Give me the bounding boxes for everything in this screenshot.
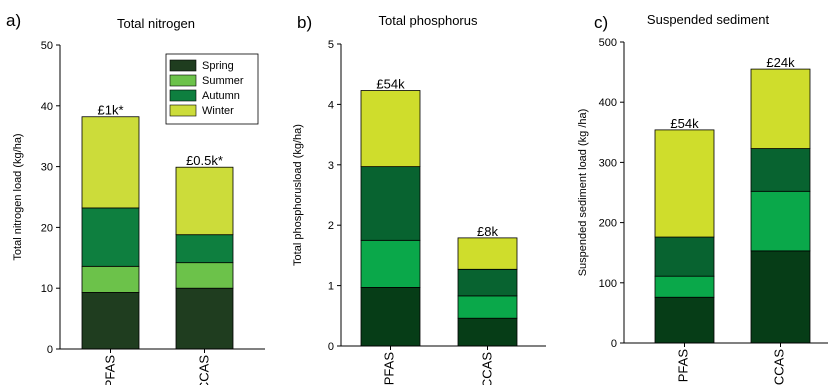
category-label: PFAS <box>675 349 690 383</box>
bar-cost-label: £8k <box>477 224 498 239</box>
bar-segment-winter-ccas <box>175 166 234 236</box>
bar-segment-spring-pfas <box>81 292 140 350</box>
panel-letter: b) <box>297 13 312 32</box>
panel-letter: a) <box>6 11 21 30</box>
legend-label-summer: Summer <box>202 75 244 87</box>
legend-label-spring: Spring <box>202 60 234 72</box>
bar-segment-summer-ccas <box>750 190 811 252</box>
bar-segment-spring-ccas <box>175 287 234 350</box>
chart-title: Total phosphorus <box>378 13 478 28</box>
bar-segment-spring-pfas <box>360 287 421 347</box>
y-tick-label: 2 <box>328 220 334 232</box>
bar-segment-autumn-pfas <box>81 207 140 267</box>
bar-cost-label: £54k <box>670 116 699 131</box>
bar-segment-spring-ccas <box>457 317 518 347</box>
panel-letter: c) <box>594 13 608 32</box>
y-tick-label: 0 <box>611 338 617 350</box>
y-tick-label: 1 <box>328 281 334 293</box>
y-tick-label: 50 <box>41 40 53 52</box>
category-label: PFAS <box>381 352 396 385</box>
y-tick-label: 20 <box>41 222 53 234</box>
y-tick-label: 400 <box>599 97 617 109</box>
chart-title: Total nitrogen <box>117 16 195 31</box>
legend-swatch-summer <box>169 74 197 87</box>
bar-segment-spring-ccas <box>750 250 811 344</box>
bar-cost-label: £54k <box>376 77 405 92</box>
bar-segment-summer-pfas <box>81 265 140 293</box>
bar-segment-summer-ccas <box>457 295 518 319</box>
y-tick-label: 4 <box>328 99 334 111</box>
y-tick-label: 300 <box>599 157 617 169</box>
bar-segment-winter-pfas <box>360 90 421 168</box>
legend-swatch-autumn <box>169 89 197 102</box>
y-tick-label: 5 <box>328 39 334 51</box>
y-tick-label: 30 <box>41 162 53 174</box>
y-axis-label: Total phosphorusload (kg/ha) <box>292 124 304 266</box>
bar-segment-autumn-ccas <box>457 268 518 297</box>
legend: Spring Summer Autumn Winter <box>165 53 259 125</box>
chart-title: Suspended sediment <box>647 12 770 27</box>
legend-swatch-spring <box>169 59 197 72</box>
legend-swatch-winter <box>169 104 197 117</box>
bar-segment-winter-pfas <box>654 129 715 238</box>
y-tick-label: 500 <box>599 37 617 49</box>
y-tick-label: 10 <box>41 283 53 295</box>
bar-segment-autumn-ccas <box>175 234 234 264</box>
category-label: CCAS <box>479 352 494 385</box>
y-tick-label: 3 <box>328 160 334 172</box>
bar-segment-autumn-pfas <box>360 166 421 241</box>
category-label: CCAS <box>771 349 786 385</box>
bar-segment-autumn-ccas <box>750 148 811 192</box>
bar-cost-label: £1k* <box>97 103 123 118</box>
bar-cost-label: £24k <box>766 55 795 70</box>
bar-segment-summer-pfas <box>654 275 715 298</box>
category-label: PFAS <box>102 355 117 385</box>
y-tick-label: 40 <box>41 101 53 113</box>
y-tick-label: 100 <box>599 278 617 290</box>
bar-segment-summer-pfas <box>360 239 421 288</box>
legend-label-winter: Winter <box>202 105 234 117</box>
chart-panel-1: a) Total nitrogen £1k* PFAS £0.5k* CCAS 0 10 20 3… <box>6 11 265 385</box>
bar-segment-spring-pfas <box>654 296 715 344</box>
legend-label-autumn: Autumn <box>202 90 240 102</box>
bar-segment-winter-ccas <box>750 68 811 149</box>
bar-segment-winter-ccas <box>457 237 518 270</box>
y-tick-label: 0 <box>47 344 53 356</box>
chart-panel-2: b) Total phosphorus £54k PFAS £8k CCAS 0 1 2 3 4 5 T… <box>292 13 546 385</box>
bar-segment-winter-pfas <box>81 116 140 209</box>
y-tick-label: 0 <box>328 341 334 353</box>
y-tick-label: 200 <box>599 218 617 230</box>
bar-cost-label: £0.5k* <box>186 153 223 168</box>
chart-panel-3: c) Suspended sediment £54k PFAS £24k CCAS 0 100… <box>577 12 828 385</box>
y-axis-label: Suspended sediment load (kg /ha) <box>577 109 589 277</box>
bar-segment-autumn-pfas <box>654 236 715 277</box>
bar-segment-summer-ccas <box>175 262 234 289</box>
y-axis-label: Total nitrogen load (kg/ha) <box>12 133 24 260</box>
category-label: CCAS <box>196 355 211 385</box>
